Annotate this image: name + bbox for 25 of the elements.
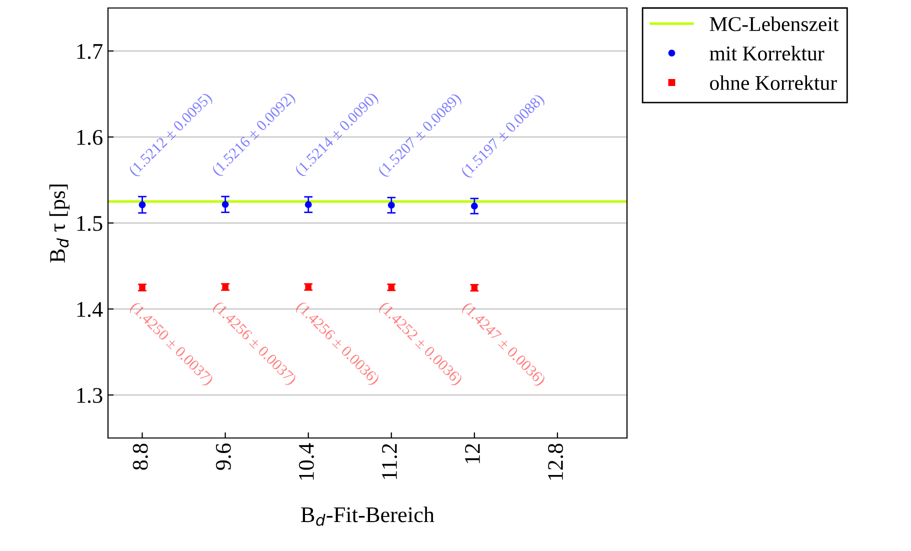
x-tick-label: 10.4 [298, 443, 314, 480]
point [305, 284, 312, 290]
x-tick-label: 12.8 [548, 444, 564, 480]
y-tick-label: 1.6 [77, 130, 102, 146]
point [222, 200, 229, 208]
y-tick-label: 1.7 [77, 44, 102, 60]
point [388, 202, 395, 209]
y-tick-label: 1.4 [77, 302, 103, 318]
y-axis-title: B$_{d}$ τ [ps] [49, 184, 70, 262]
legend-label: MC-Lebenszeit [710, 16, 839, 32]
x-tick-label: 8.8 [132, 444, 148, 470]
point [138, 201, 146, 208]
legend-label: ohne Korrektur [710, 75, 837, 90]
y-tick-label: 1.5 [77, 216, 102, 232]
x-tick-label: 9.6 [216, 444, 231, 470]
x-axis-title: B$_{d}$-Fit-Bereich [301, 506, 434, 526]
x-tick-label: 11.2 [382, 444, 398, 479]
x-tick-label: 12 [465, 444, 480, 464]
y-tick-label: 1.3 [77, 388, 102, 404]
point [222, 284, 228, 290]
point [470, 202, 478, 210]
legend-label: mit Korrektur [710, 46, 824, 61]
point [139, 284, 146, 291]
point [388, 284, 394, 290]
point [304, 201, 312, 208]
